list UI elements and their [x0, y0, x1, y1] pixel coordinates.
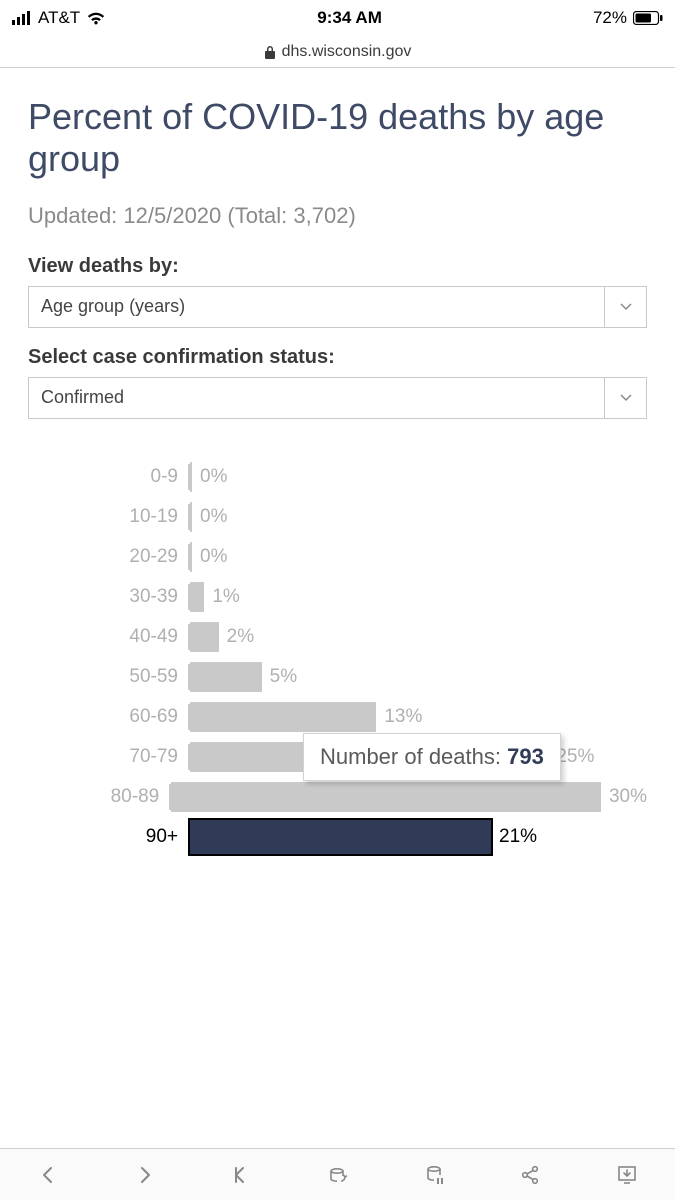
bar[interactable]	[190, 702, 376, 732]
category-label: 20-29	[28, 546, 188, 568]
value-label: 0%	[200, 546, 227, 568]
value-label: 0%	[200, 466, 227, 488]
bar-wrap: 1%	[190, 577, 647, 617]
value-label: 1%	[212, 586, 239, 608]
cellular-signal-icon	[12, 11, 32, 25]
value-label: 0%	[200, 506, 227, 528]
chart-row[interactable]: 60-69 13%	[28, 697, 647, 737]
chart-row[interactable]: 80-89 30%	[28, 777, 647, 817]
bar[interactable]	[171, 782, 601, 812]
bar[interactable]	[190, 582, 204, 612]
bar-wrap: 0%	[190, 537, 647, 577]
chart-row[interactable]: 40-49 2%	[28, 617, 647, 657]
bar-wrap: 30%	[171, 777, 647, 817]
bar-wrap: 2%	[190, 617, 647, 657]
bar[interactable]	[190, 622, 219, 652]
page-content: Percent of COVID-19 deaths by age group …	[0, 68, 675, 857]
bar[interactable]	[190, 502, 192, 532]
bar-wrap: 13%	[190, 697, 647, 737]
category-label: 50-59	[28, 666, 188, 688]
value-label: 13%	[384, 706, 422, 728]
status-select-value: Confirmed	[41, 387, 124, 408]
ios-status-bar: AT&T 9:34 AM 72%	[0, 0, 675, 36]
carrier-label: AT&T	[38, 8, 80, 28]
chart-row[interactable]: 0-9 0%	[28, 457, 647, 497]
battery-icon	[633, 11, 663, 25]
category-label: 40-49	[28, 626, 188, 648]
view-by-label: View deaths by:	[28, 255, 647, 278]
chevron-down-icon	[604, 378, 646, 418]
status-select-label: Select case confirmation status:	[28, 346, 647, 369]
chevron-down-icon	[604, 287, 646, 327]
view-by-value: Age group (years)	[41, 296, 185, 317]
value-label: 30%	[609, 786, 647, 808]
chart-row[interactable]: 10-19 0%	[28, 497, 647, 537]
bar-wrap: 21%	[190, 817, 647, 857]
updated-line: Updated: 12/5/2020 (Total: 3,702)	[28, 203, 647, 229]
value-label: 25%	[556, 746, 594, 768]
value-label: 2%	[227, 626, 254, 648]
pause-button[interactable]	[414, 1155, 454, 1195]
chart-tooltip: Number of deaths: 793	[303, 733, 561, 781]
category-label: 10-19	[28, 506, 188, 528]
bar-wrap: 5%	[190, 657, 647, 697]
chart-row[interactable]: 90+ 21%	[28, 817, 647, 857]
view-by-select[interactable]: Age group (years)	[28, 286, 647, 328]
wifi-icon	[86, 11, 106, 25]
category-label: 0-9	[28, 466, 188, 488]
refresh-button[interactable]	[317, 1155, 357, 1195]
bar[interactable]	[190, 820, 491, 854]
category-label: 30-39	[28, 586, 188, 608]
chart-row[interactable]: 20-29 0%	[28, 537, 647, 577]
tooltip-prefix: Number of deaths:	[320, 744, 507, 769]
value-label: 21%	[499, 826, 537, 848]
lock-icon	[264, 45, 276, 59]
back-button[interactable]	[28, 1155, 68, 1195]
bar-wrap: 0%	[190, 497, 647, 537]
download-button[interactable]	[607, 1155, 647, 1195]
bar[interactable]	[190, 662, 262, 692]
bar[interactable]	[190, 462, 192, 492]
bar-wrap: 0%	[190, 457, 647, 497]
category-label: 90+	[28, 826, 188, 848]
page-title: Percent of COVID-19 deaths by age group	[28, 96, 647, 181]
status-select[interactable]: Confirmed	[28, 377, 647, 419]
clock-label: 9:34 AM	[317, 8, 382, 28]
battery-pct-label: 72%	[593, 8, 627, 28]
bar[interactable]	[190, 542, 192, 572]
share-button[interactable]	[510, 1155, 550, 1195]
chart-row[interactable]: 50-59 5%	[28, 657, 647, 697]
tableau-bottom-toolbar	[0, 1148, 675, 1200]
category-label: 70-79	[28, 746, 188, 768]
tooltip-value: 793	[507, 744, 544, 769]
forward-button[interactable]	[125, 1155, 165, 1195]
chart-row[interactable]: 30-39 1%	[28, 577, 647, 617]
deaths-by-age-chart: 0-9 0% 10-19 0% 20-29 0% 30-39 1% 40-49 2% 50-59 5%…	[28, 457, 647, 857]
category-label: 60-69	[28, 706, 188, 728]
revert-button[interactable]	[221, 1155, 261, 1195]
browser-address-bar[interactable]: dhs.wisconsin.gov	[0, 36, 675, 68]
category-label: 80-89	[28, 786, 169, 808]
address-host: dhs.wisconsin.gov	[282, 43, 412, 61]
value-label: 5%	[270, 666, 297, 688]
